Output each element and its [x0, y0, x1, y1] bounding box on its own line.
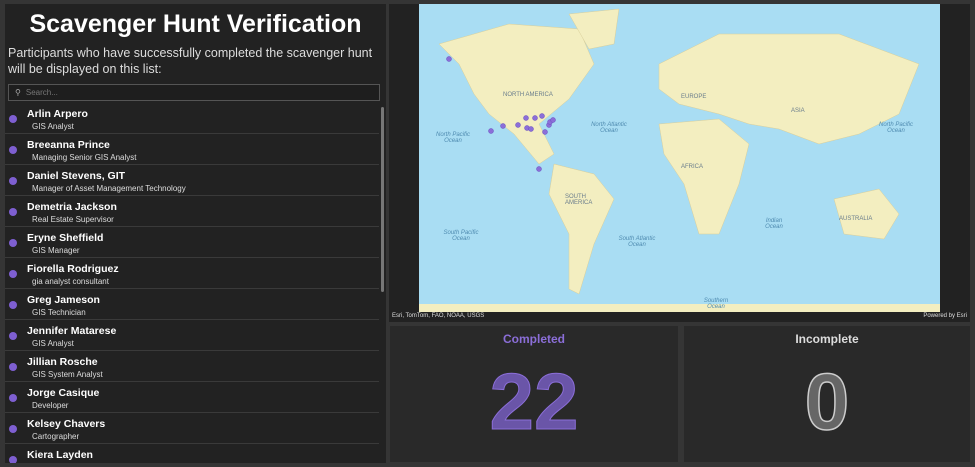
participant-name: Arlin Arpero — [27, 108, 88, 120]
purple-dot-icon — [9, 456, 17, 463]
list-item[interactable]: Breeanna Prince Managing Senior GIS Analy… — [5, 134, 379, 165]
completed-indicator: Completed 22 — [390, 326, 678, 462]
label-north-pacific-right: North Pacific Ocean — [878, 122, 913, 134]
purple-dot-icon — [9, 332, 17, 340]
participant-title: Cartographer — [32, 432, 80, 441]
participant-title: gia analyst consultant — [32, 277, 109, 286]
participant-title: Real Estate Supervisor — [32, 215, 114, 224]
label-africa: AFRICA — [681, 164, 704, 170]
label-indian: Indian Ocean — [765, 218, 783, 230]
purple-dot-icon — [9, 270, 17, 278]
list-item[interactable]: Greg Jameson GIS Technician — [5, 289, 379, 320]
participant-name: Kelsey Chavers — [27, 418, 106, 430]
incomplete-indicator: Incomplete 0 — [684, 326, 970, 462]
participant-name: Jorge Casique — [27, 387, 100, 399]
incomplete-label: Incomplete — [795, 332, 859, 346]
basemap — [419, 8, 940, 312]
purple-dot-icon — [9, 394, 17, 402]
label-north-pacific-left: North Pacific Ocean — [435, 132, 470, 144]
list-item[interactable]: Kiera Layden — [5, 444, 379, 463]
participant-list-panel: Scavenger Hunt Verification Participants… — [5, 4, 386, 463]
purple-dot-icon — [9, 146, 17, 154]
participant-title: GIS System Analyst — [32, 370, 103, 379]
list-item[interactable]: Daniel Stevens, GIT Manager of Asset Mana… — [5, 165, 379, 196]
participant-name: Daniel Stevens, GIT — [27, 170, 126, 182]
participant-list: Arlin Arpero GIS Analyst Breeanna Prince Ma… — [5, 103, 379, 463]
purple-dot-icon — [9, 115, 17, 123]
map-attribution[interactable]: Esri, TomTom, FAO, NOAA, USGS — [392, 313, 485, 319]
label-north-atlantic: North Atlantic Ocean — [591, 122, 627, 134]
participant-name: Eryne Sheffield — [27, 232, 104, 244]
purple-dot-icon — [9, 301, 17, 309]
purple-dot-icon — [9, 177, 17, 185]
list-item[interactable]: Fiorella Rodriguez gia analyst consultant — [5, 258, 379, 289]
purple-dot-icon — [9, 239, 17, 247]
participant-title: Managing Senior GIS Analyst — [32, 153, 137, 162]
participant-title: Developer — [32, 401, 69, 410]
page-title: Scavenger Hunt Verification — [29, 10, 362, 38]
participant-title: GIS Technician — [32, 308, 86, 317]
participant-title: GIS Analyst — [32, 122, 74, 131]
label-europe: EUROPE — [681, 94, 707, 100]
participant-name: Jennifer Matarese — [27, 325, 117, 337]
completed-label: Completed — [502, 332, 565, 346]
purple-dot-icon — [9, 425, 17, 433]
label-north-america: NORTH AMERICA — [503, 92, 553, 98]
list-item[interactable]: Jennifer Matarese GIS Analyst — [5, 320, 379, 351]
search-icon: ⚲ — [15, 88, 21, 97]
completed-value: 22 — [489, 357, 579, 447]
participant-title: GIS Manager — [32, 246, 80, 255]
participant-name: Breeanna Prince — [27, 139, 110, 151]
list-item[interactable]: Jillian Rosche GIS System Analyst — [5, 351, 379, 382]
list-item[interactable]: Kelsey Chavers Cartographer — [5, 413, 379, 444]
list-item[interactable]: Arlin Arpero GIS Analyst — [5, 103, 379, 134]
participant-name: Jillian Rosche — [27, 356, 98, 368]
participant-name: Fiorella Rodriguez — [27, 263, 119, 275]
purple-dot-icon — [9, 208, 17, 216]
participant-name: Demetria Jackson — [27, 201, 117, 213]
label-southern: Southern Ocean — [703, 298, 729, 310]
label-south-atlantic: South Atlantic Ocean — [618, 236, 656, 248]
participant-name: Kiera Layden — [27, 449, 93, 461]
label-australia: AUSTRALIA — [839, 216, 873, 222]
list-item[interactable]: Demetria Jackson Real Estate Supervisor — [5, 196, 379, 227]
purple-dot-icon — [9, 363, 17, 371]
incomplete-value: 0 — [804, 356, 850, 447]
list-item[interactable]: Eryne Sheffield GIS Manager — [5, 227, 379, 258]
participant-title: GIS Analyst — [32, 339, 74, 348]
label-asia: ASIA — [791, 108, 805, 114]
search-input[interactable]: ⚲ Search... — [8, 84, 380, 101]
map-panel: NORTH AMERICA EUROPE ASIA AFRICA SOUTH A… — [389, 4, 970, 322]
powered-by-esri[interactable]: Powered by Esri — [923, 313, 967, 319]
participant-title: Manager of Asset Management Technology — [32, 184, 186, 193]
list-item[interactable]: Jorge Casique Developer — [5, 382, 379, 413]
scrollbar[interactable] — [381, 107, 384, 292]
map[interactable]: NORTH AMERICA EUROPE ASIA AFRICA SOUTH A… — [419, 4, 940, 312]
participant-name: Greg Jameson — [27, 294, 100, 306]
description: Participants who have successfully compl… — [8, 46, 373, 76]
search-placeholder: Search... — [25, 88, 58, 97]
label-south-pacific: South Pacific Ocean — [443, 230, 479, 242]
label-south-america: SOUTH AMERICA — [565, 194, 593, 206]
